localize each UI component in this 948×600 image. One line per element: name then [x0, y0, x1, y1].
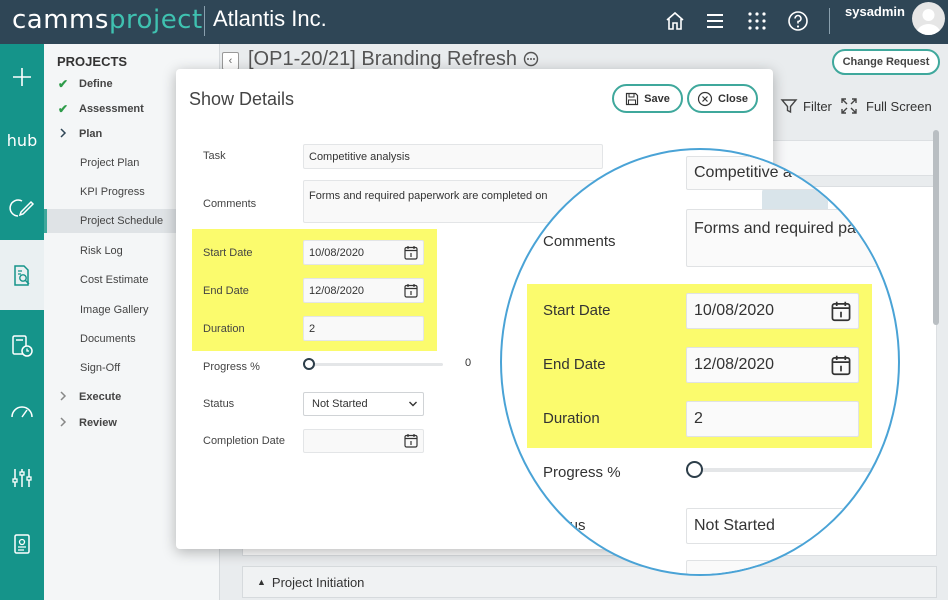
nav-cost-estimate[interactable]: Cost Estimate: [80, 274, 149, 286]
magnified-form: Ongoing Competitive a Comments Forms and…: [502, 150, 898, 574]
filter-icon: [780, 99, 798, 114]
task-label: Task: [203, 150, 226, 162]
progress-slider-track[interactable]: [309, 363, 443, 366]
calendar-icon[interactable]: [404, 433, 418, 448]
add-icon[interactable]: [0, 57, 44, 97]
start-date-input[interactable]: 10/08/2020: [303, 240, 424, 265]
calendar-icon[interactable]: [404, 245, 418, 260]
caret-up-icon: ▲: [257, 577, 266, 587]
brand-divider: [204, 6, 205, 36]
nav-kpi-progress[interactable]: KPI Progress: [80, 186, 145, 198]
nav-phase-assessment[interactable]: ✔ Assessment: [58, 102, 144, 116]
zoomed-start-date-input: 10/08/2020: [686, 293, 859, 329]
save-button[interactable]: Save: [612, 84, 683, 113]
app-rail: hub: [0, 44, 44, 600]
help-icon[interactable]: [785, 8, 811, 34]
calculator-clock-icon[interactable]: [0, 326, 44, 366]
full-screen-button[interactable]: Full Screen: [840, 97, 932, 115]
comments-label: Comments: [203, 198, 257, 210]
apps-grid-icon[interactable]: [744, 8, 770, 34]
menu-icon[interactable]: [702, 8, 728, 34]
project-nav-title: PROJECTS: [57, 54, 128, 69]
expand-icon: [841, 98, 857, 114]
progress-label: Progress %: [203, 361, 260, 373]
save-icon: [626, 92, 639, 105]
change-request-button[interactable]: Change Request: [832, 49, 940, 75]
nav-phase-review[interactable]: Review: [44, 411, 220, 435]
zoomed-comments-label: Comments: [543, 233, 616, 250]
calendar-icon: [831, 355, 851, 376]
zoomed-end-date-label: End Date: [543, 356, 606, 373]
magnifier-callout: Ongoing Competitive a Comments Forms and…: [500, 148, 900, 576]
top-bar: cammsproject Atlantis Inc. sysadmin: [0, 0, 948, 44]
zoomed-duration-label: Duration: [543, 410, 600, 427]
calendar-icon[interactable]: [404, 283, 418, 298]
status-select[interactable]: Not Started: [303, 392, 424, 416]
filter-button[interactable]: Filter: [780, 97, 832, 115]
end-date-label: End Date: [203, 285, 249, 297]
start-date-label: Start Date: [203, 247, 253, 259]
duration-input[interactable]: 2: [303, 316, 424, 341]
calendar-icon: [831, 301, 851, 322]
zoomed-completion-date-input: [686, 560, 898, 574]
nav-risk-log[interactable]: Risk Log: [80, 245, 123, 257]
nav-image-gallery[interactable]: Image Gallery: [80, 304, 149, 316]
brand-logo[interactable]: cammsproject: [12, 5, 203, 35]
zoomed-task-input: Competitive a: [686, 156, 898, 190]
scrollbar[interactable]: [933, 130, 939, 325]
status-label: Status: [203, 398, 235, 410]
nav-sign-off[interactable]: Sign-Off: [80, 362, 121, 374]
duration-label: Duration: [203, 323, 245, 335]
gauge-icon[interactable]: [0, 391, 44, 431]
comment-icon[interactable]: [523, 51, 539, 67]
zoomed-end-date-input: 12/08/2020: [686, 347, 859, 383]
nav-documents[interactable]: Documents: [80, 333, 136, 345]
check-icon: ✔: [58, 77, 69, 91]
topbar-divider: [829, 8, 830, 34]
home-icon[interactable]: [662, 8, 688, 34]
nav-project-plan[interactable]: Project Plan: [80, 157, 140, 169]
edit-icon[interactable]: [0, 188, 44, 228]
close-icon: [697, 91, 713, 106]
zoomed-status-select: Not Started: [686, 508, 898, 544]
chevron-right-icon: [58, 416, 68, 431]
document-search-icon[interactable]: [0, 256, 44, 296]
nav-phase-define[interactable]: ✔ Define: [58, 77, 113, 91]
completion-date-label: Completion Date: [203, 435, 285, 447]
close-button[interactable]: Close: [687, 84, 758, 113]
zoomed-duration-input: 2: [686, 401, 859, 437]
chevron-down-icon: [409, 401, 417, 407]
avatar[interactable]: [912, 2, 945, 35]
back-button[interactable]: ‹: [222, 52, 239, 70]
dialog-title: Show Details: [189, 89, 295, 109]
nav-phase-execute[interactable]: Execute: [44, 385, 220, 409]
check-icon: ✔: [58, 102, 69, 116]
zoomed-progress-label: Progress %: [543, 464, 621, 481]
completion-date-input[interactable]: [303, 429, 424, 453]
zoomed-start-date-label: Start Date: [543, 302, 611, 319]
username[interactable]: sysadmin: [845, 4, 905, 19]
zoomed-comments-textarea: Forms and required pa: [686, 209, 898, 267]
report-icon[interactable]: [0, 524, 44, 564]
progress-value: 0: [465, 357, 472, 369]
end-date-input[interactable]: 12/08/2020: [303, 278, 424, 303]
org-name: Atlantis Inc.: [213, 6, 327, 31]
comments-textarea[interactable]: Forms and required paperwork are complet…: [303, 180, 603, 223]
page-title: [OP1-20/21] Branding Refresh: [248, 48, 539, 71]
nav-phase-plan[interactable]: Plan: [44, 122, 220, 146]
chevron-right-icon: [58, 390, 68, 405]
chevron-right-icon: [58, 127, 68, 142]
zoomed-progress-track: [694, 468, 894, 472]
sliders-icon[interactable]: [0, 458, 44, 498]
task-input[interactable]: Competitive analysis: [303, 144, 603, 169]
hub-link[interactable]: hub: [6, 130, 38, 150]
progress-slider-handle[interactable]: [303, 358, 315, 370]
zoomed-status-label: Status: [543, 517, 586, 534]
zoomed-progress-handle: [686, 461, 703, 478]
